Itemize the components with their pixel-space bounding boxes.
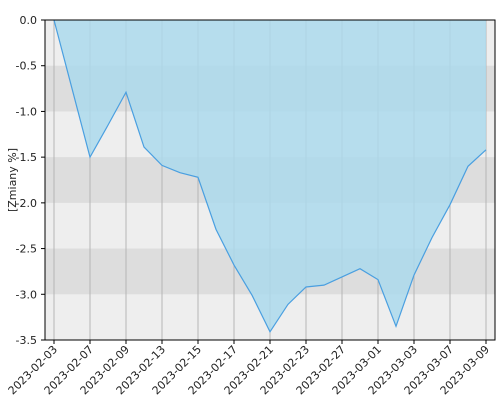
y-tick-label: -2.0: [16, 197, 37, 210]
y-tick-label: -1.0: [16, 105, 37, 118]
y-tick-label: -3.5: [16, 334, 37, 347]
y-tick-label: 0.0: [20, 14, 38, 27]
plot-frame: [44, 19, 496, 341]
y-tick-label: -0.5: [16, 60, 37, 73]
y-tick-label: -1.5: [16, 151, 37, 164]
y-axis-label: [Zmiany %]: [6, 148, 19, 212]
y-tick-label: -2.5: [16, 243, 37, 256]
area-fill: [54, 20, 486, 332]
y-tick-label: -3.0: [16, 288, 37, 301]
line: [53, 19, 487, 333]
